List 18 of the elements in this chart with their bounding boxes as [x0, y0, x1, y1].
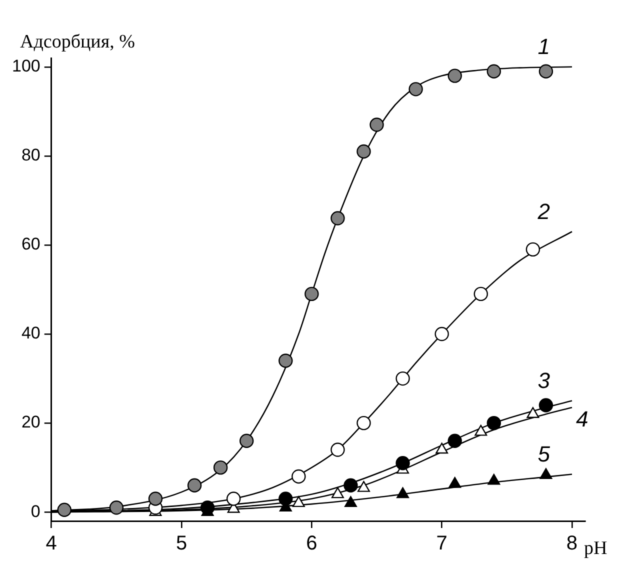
x-tick-label: 6 — [306, 532, 318, 555]
series-label: 2 — [536, 198, 550, 224]
series-label: 3 — [538, 368, 551, 393]
y-axis-title: Адсорбция, % — [20, 31, 136, 52]
x-tick-label: 7 — [436, 532, 448, 555]
x-tick-label: 5 — [176, 532, 188, 555]
x-tick-label: 4 — [46, 532, 57, 555]
y-tick-label: 20 — [21, 412, 40, 432]
y-tick-label: 40 — [21, 324, 40, 343]
series-label: 1 — [538, 34, 550, 60]
series-label: 5 — [538, 441, 551, 466]
y-tick-label: 80 — [21, 146, 40, 165]
x-axis-title: pH — [584, 538, 608, 559]
y-tick-label: 60 — [21, 234, 40, 254]
series-label: 4 — [576, 406, 588, 432]
y-tick-label: 100 — [12, 56, 40, 76]
y-tick-label: 0 — [30, 502, 40, 521]
x-tick-label: 8 — [566, 532, 578, 555]
